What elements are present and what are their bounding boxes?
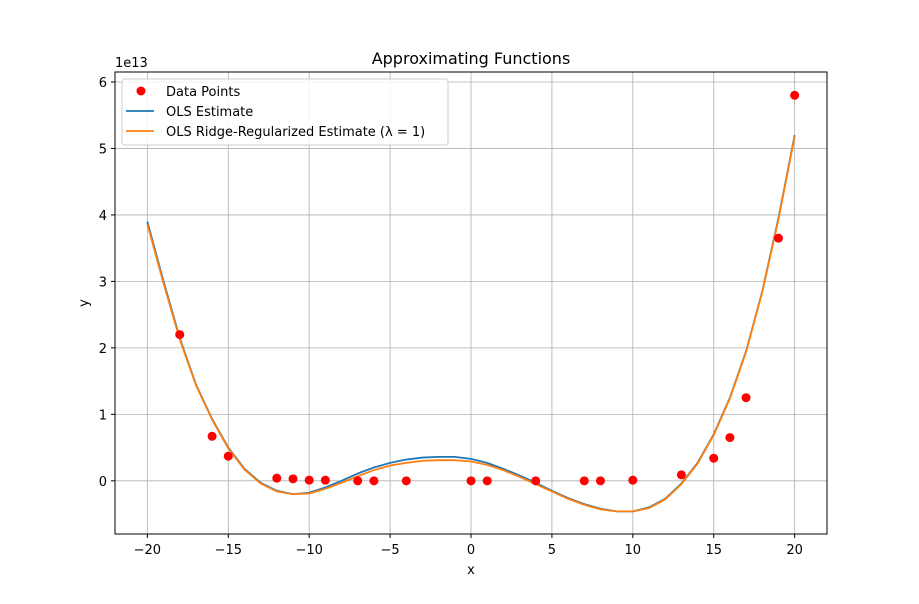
data-point	[288, 474, 298, 484]
data-point	[676, 470, 686, 480]
chart-title: Approximating Functions	[372, 49, 571, 68]
data-point	[579, 476, 589, 486]
legend-marker-data-points	[136, 86, 146, 96]
x-tick-label: 20	[786, 543, 803, 558]
axis-ticks: −20 −15 −10 −5 0 5 10 15 20 0 1 2 3 4 5 6	[99, 76, 803, 558]
data-points	[175, 90, 800, 486]
data-point	[595, 476, 605, 486]
data-point	[175, 330, 185, 340]
x-tick-label: 5	[548, 543, 556, 558]
y-tick-label: 0	[99, 475, 107, 490]
x-tick-label: −15	[215, 543, 242, 558]
data-point	[725, 433, 735, 443]
data-point	[482, 476, 492, 486]
data-point	[709, 453, 719, 463]
data-point	[304, 475, 314, 485]
x-tick-label: −10	[295, 543, 322, 558]
data-point	[207, 431, 217, 441]
y-tick-label: 2	[99, 342, 107, 357]
data-point	[353, 476, 363, 486]
data-point	[628, 475, 638, 485]
y-tick-label: 4	[99, 209, 107, 224]
y-tick-label: 3	[99, 275, 107, 290]
ridge-estimate-line	[146, 136, 796, 513]
series-lines	[146, 134, 796, 513]
x-tick-label: −5	[381, 543, 400, 558]
legend-label-ridge-estimate: OLS Ridge-Regularized Estimate (λ = 1)	[166, 125, 425, 140]
legend-box	[121, 78, 449, 146]
data-point	[790, 90, 800, 100]
y-axis-label: y	[77, 299, 92, 307]
x-tick-label: 15	[705, 543, 722, 558]
data-point	[401, 476, 411, 486]
data-point	[466, 476, 476, 486]
data-point	[320, 475, 330, 485]
legend: Data Points OLS Estimate OLS Ridge-Regul…	[121, 78, 449, 146]
y-tick-label: 5	[99, 142, 107, 157]
x-tick-label: 0	[467, 543, 475, 558]
data-point	[531, 476, 541, 486]
data-point	[773, 233, 783, 243]
data-point	[272, 473, 282, 483]
y-exponent-label: 1e13	[115, 56, 148, 71]
x-tick-label: 10	[625, 543, 642, 558]
data-point	[741, 393, 751, 403]
x-tick-label: −20	[134, 543, 161, 558]
data-point	[369, 476, 379, 486]
y-tick-label: 6	[99, 76, 107, 91]
data-point	[223, 451, 233, 461]
legend-label-data-points: Data Points	[166, 85, 240, 100]
legend-label-ols-estimate: OLS Estimate	[166, 105, 253, 120]
x-axis-label: x	[467, 563, 475, 578]
y-tick-label: 1	[99, 408, 107, 423]
